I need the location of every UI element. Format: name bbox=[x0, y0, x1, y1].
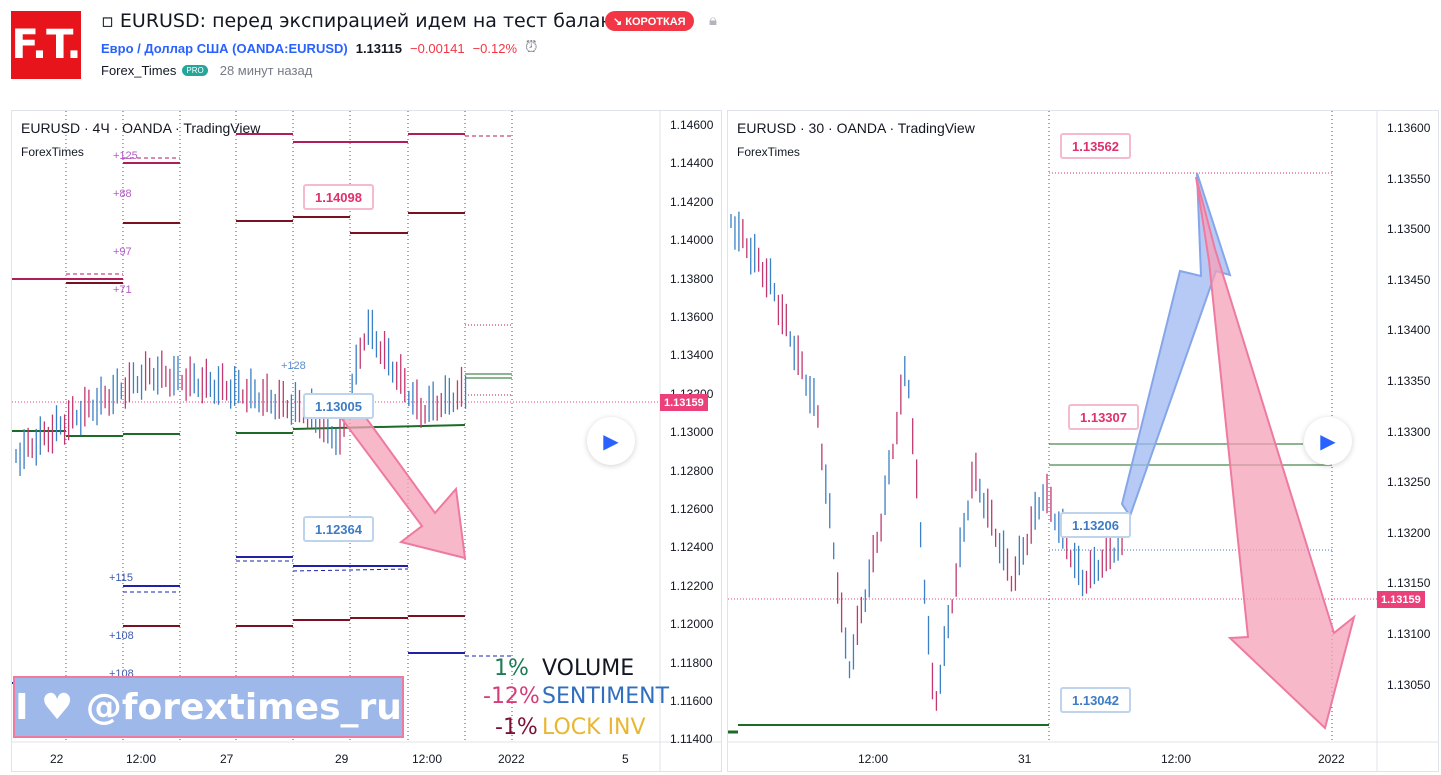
alarm-clock-icon[interactable]: ⏰︎ bbox=[525, 39, 538, 56]
level-label: +71 bbox=[113, 284, 132, 296]
left-x-tick: 22 bbox=[50, 752, 64, 766]
pro-badge: PRO bbox=[182, 65, 208, 76]
time-ago: 28 минут назад bbox=[219, 63, 313, 78]
callout-1-14098: 1.14098 bbox=[303, 184, 374, 210]
right-chart-title: EURUSD · 30 · OANDA · TradingView bbox=[737, 120, 975, 136]
symbol-link[interactable]: Евро / Доллар США (OANDA:EURUSD) bbox=[101, 40, 348, 56]
left-x-tick: 27 bbox=[220, 752, 234, 766]
sentiment-label: SENTIMENT bbox=[542, 684, 670, 709]
left-chart-title: EURUSD · 4Ч · OANDA · TradingView bbox=[21, 120, 261, 136]
left-x-tick: 29 bbox=[335, 752, 349, 766]
large-bearish-arrow bbox=[1195, 176, 1356, 730]
right-x-tick: 2022 bbox=[1318, 752, 1345, 766]
lock-icon: 🔒︎ bbox=[709, 12, 717, 29]
right-y-tick: 1.13100 bbox=[1387, 627, 1431, 641]
left-play-button[interactable]: ▶ bbox=[587, 417, 635, 465]
right-current-price: 1.13159 bbox=[1377, 591, 1425, 608]
left-x-tick: 2022 bbox=[498, 752, 525, 766]
left-y-tick: 1.12600 bbox=[670, 502, 714, 516]
right-chart-canvas[interactable] bbox=[728, 111, 1438, 771]
sentiment-value: -12% bbox=[483, 684, 540, 709]
right-x-tick: 12:00 bbox=[858, 752, 889, 766]
left-y-tick: 1.14000 bbox=[670, 233, 714, 248]
left-y-tick: 1.13400 bbox=[670, 348, 714, 363]
left-y-tick: 1.13600 bbox=[670, 310, 714, 324]
lock-inv-label: LOCK INV bbox=[542, 715, 646, 740]
left-current-price: 1.13159 bbox=[660, 394, 708, 411]
left-y-tick: 1.12800 bbox=[670, 463, 714, 478]
right-y-tick: 1.13350 bbox=[1387, 374, 1431, 388]
left-x-tick: 12:00 bbox=[126, 752, 157, 766]
right-y-tick: 1.13500 bbox=[1387, 222, 1431, 237]
right-y-tick: 1.13050 bbox=[1387, 677, 1431, 692]
left-y-tick: 1.13800 bbox=[670, 271, 714, 286]
right-y-tick: 1.13250 bbox=[1387, 475, 1431, 490]
left-x-tick: 12:00 bbox=[412, 752, 443, 766]
bearish-arrow bbox=[332, 402, 467, 560]
level-label: +97 bbox=[113, 246, 132, 258]
callout-1-13005: 1.13005 bbox=[303, 393, 374, 419]
callout-1-13206: 1.13206 bbox=[1060, 512, 1131, 538]
level-label: +115 bbox=[109, 572, 133, 584]
last-price: 1.13115 bbox=[355, 40, 402, 56]
left-y-tick: 1.12400 bbox=[670, 540, 714, 555]
right-candles bbox=[730, 211, 1123, 711]
left-chart[interactable]: EURUSD · 4Ч · OANDA · TradingView ForexT… bbox=[11, 110, 722, 772]
left-y-tick: 1.14600 bbox=[670, 118, 714, 132]
volume-value: 1% bbox=[494, 656, 529, 681]
level-label: +125 bbox=[113, 150, 138, 162]
left-y-tick: 1.14200 bbox=[670, 194, 714, 209]
price-change: −0.00141 bbox=[410, 40, 465, 56]
right-chart-subtitle: ForexTimes bbox=[737, 145, 800, 159]
right-play-button[interactable]: ▶ bbox=[1304, 417, 1352, 465]
callout-1-13042: 1.13042 bbox=[1060, 687, 1131, 713]
price-change-percent: −0.12% bbox=[472, 40, 518, 56]
right-y-tick: 1.13450 bbox=[1387, 272, 1431, 287]
left-y-tick: 1.12200 bbox=[670, 578, 714, 593]
callout-1-13562: 1.13562 bbox=[1060, 133, 1131, 159]
right-x-tick: 31 bbox=[1018, 752, 1032, 766]
right-x-tick: 12:00 bbox=[1161, 752, 1192, 766]
idea-title: ▫ EURUSD: перед экспирацией идем на тест… bbox=[101, 10, 641, 32]
volume-label: VOLUME bbox=[542, 656, 635, 681]
left-y-tick: 1.13000 bbox=[670, 425, 714, 440]
right-y-tick: 1.13550 bbox=[1387, 171, 1431, 186]
promo-banner: I ♥ @forextimes_ru bbox=[13, 676, 404, 738]
left-y-tick: 1.11800 bbox=[670, 655, 713, 670]
right-chart[interactable]: EURUSD · 30 · OANDA · TradingView ForexT… bbox=[727, 110, 1439, 772]
level-label: +88 bbox=[113, 188, 132, 200]
right-y-tick: 1.13400 bbox=[1387, 323, 1431, 338]
left-x-tick: 5 bbox=[622, 752, 629, 766]
right-y-tick: 1.13300 bbox=[1387, 424, 1431, 439]
lock-inv-value: -1% bbox=[495, 715, 538, 740]
right-y-tick: 1.13600 bbox=[1387, 121, 1431, 135]
short-badge: ↘ КОРОТКАЯ bbox=[605, 11, 694, 31]
author-name[interactable]: Forex_Times bbox=[101, 63, 177, 78]
left-y-tick: 1.12000 bbox=[670, 617, 714, 632]
right-y-tick: 1.13200 bbox=[1387, 525, 1431, 540]
callout-1-12364: 1.12364 bbox=[303, 516, 374, 542]
right-y-tick: 1.13150 bbox=[1387, 576, 1431, 591]
left-y-tick: 1.11600 bbox=[670, 694, 713, 708]
level-label: +128 bbox=[281, 360, 306, 372]
symbol-row: Евро / Доллар США (OANDA:EURUSD) 1.13115… bbox=[101, 39, 538, 57]
callout-1-13307: 1.13307 bbox=[1068, 404, 1139, 430]
left-chart-subtitle: ForexTimes bbox=[21, 145, 84, 159]
author-row: Forex_Times PRO 28 минут назад bbox=[101, 63, 312, 78]
level-label: +108 bbox=[109, 630, 134, 642]
left-candles bbox=[15, 309, 467, 476]
bullish-arrow bbox=[1120, 172, 1232, 519]
forex-times-logo[interactable]: F.T. bbox=[11, 11, 82, 79]
left-y-tick: 1.14400 bbox=[670, 156, 714, 171]
left-y-tick: 1.11400 bbox=[670, 732, 713, 747]
